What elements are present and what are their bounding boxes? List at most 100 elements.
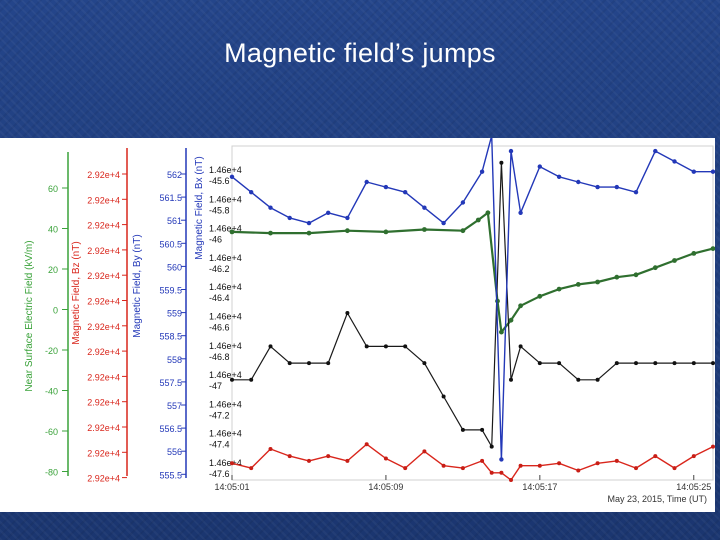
x-tick-label: 14:05:01 xyxy=(214,482,249,492)
efield-tick-label: -60 xyxy=(45,427,58,437)
bx-series-line xyxy=(232,162,713,448)
bx-series-point xyxy=(345,311,350,315)
bx-series-point xyxy=(249,377,254,382)
bx-series-point xyxy=(441,394,446,399)
bz-series-point xyxy=(672,466,677,471)
by-tick-label: 559 xyxy=(167,309,182,319)
x-tick-label: 14:05:09 xyxy=(368,482,403,492)
bz-series-point xyxy=(480,458,485,463)
bz-series-point xyxy=(711,444,715,449)
by-tick-label: 561.5 xyxy=(159,193,182,203)
bz-series-point xyxy=(653,454,658,459)
bz-series-point xyxy=(460,466,465,471)
bz-series-point xyxy=(595,461,600,466)
efield-series-point xyxy=(475,217,481,223)
bz-series-point xyxy=(307,458,311,463)
efield-series-point xyxy=(575,282,581,287)
efield-series-point xyxy=(306,230,312,236)
chart-panel: 60 40 20 0 -20 -40 -60 -80 Near Surface Electric… xyxy=(0,138,715,512)
bz-series-point xyxy=(364,442,369,447)
bz-series-point xyxy=(441,463,446,468)
bz-series-point xyxy=(403,466,408,471)
efield-series-line xyxy=(231,211,714,334)
by-series-point xyxy=(556,174,562,179)
bx-series-point xyxy=(691,361,696,366)
by-series-point xyxy=(306,220,312,226)
bz-series-point xyxy=(268,447,273,451)
bz-axis-label: Magnetic Field, Bz (nT) xyxy=(71,241,82,344)
bx-series-point xyxy=(422,361,427,366)
bz-series-point xyxy=(499,470,504,475)
by-tick-label: 556.5 xyxy=(159,424,182,434)
bx-series-point xyxy=(509,377,513,382)
efield-tick-label: -80 xyxy=(45,468,58,478)
bz-series-point xyxy=(230,461,234,466)
bx-series-point xyxy=(576,377,581,382)
efield-tick-label: -40 xyxy=(45,387,58,397)
efield-series-point xyxy=(495,298,500,304)
bx-tick-label: 1.46e+4 -47.2 xyxy=(209,399,242,420)
efield-series-point xyxy=(345,228,350,234)
efield-series-point xyxy=(422,227,427,232)
bx-series-point xyxy=(460,427,465,432)
bz-series-line xyxy=(231,443,714,481)
bz-tick-label: 2.92e+4 xyxy=(87,448,120,458)
bx-series-point xyxy=(287,361,292,366)
bz-series-point xyxy=(326,454,331,459)
bz-series-point xyxy=(614,458,619,463)
by-series-point xyxy=(460,200,466,205)
by-series-point xyxy=(672,159,677,164)
bx-series-point xyxy=(614,361,619,366)
bx-series-point xyxy=(557,361,562,366)
by-series-point xyxy=(710,169,715,174)
by-series-point xyxy=(287,215,292,221)
bz-tick-label: 2.92e+4 xyxy=(87,221,120,231)
bx-series-point xyxy=(711,361,715,366)
bx-series-point xyxy=(268,344,273,349)
x-tick-label: 14:05:17 xyxy=(522,482,557,492)
efield-series-point xyxy=(556,286,562,292)
efield-series-point xyxy=(268,230,273,236)
bx-series-point xyxy=(499,160,504,165)
bz-series-point xyxy=(489,470,494,475)
by-series-point xyxy=(691,169,696,174)
bx-series-point xyxy=(307,361,311,366)
bx-series-point xyxy=(480,427,485,432)
bx-series-point xyxy=(383,344,388,349)
by-series-point xyxy=(403,190,408,195)
bz-tick-label: 2.92e+4 xyxy=(87,347,120,357)
bz-tick-label: 2.92e+4 xyxy=(87,322,120,332)
bx-series-point xyxy=(403,344,408,349)
efield-series-point xyxy=(518,303,523,309)
by-tick-label: 559.5 xyxy=(159,286,182,296)
bx-tick-label: 1.46e+4 -47.4 xyxy=(209,429,242,450)
by-tick-label: 558 xyxy=(167,355,182,365)
bz-tick-label: 2.92e+4 xyxy=(87,372,120,382)
magnetic-field-chart: 60 40 20 0 -20 -40 -60 -80 Near Surface Electric… xyxy=(24,138,715,504)
by-series-point xyxy=(326,210,331,215)
bx-series-point xyxy=(537,361,542,366)
by-series-point xyxy=(614,184,619,190)
bx-series-point xyxy=(653,361,658,366)
bx-tick-label: 1.46e+4 -45.8 xyxy=(209,194,242,215)
by-tick-label: 561 xyxy=(167,216,182,226)
bx-tick-label: 1.46e+4 -47 xyxy=(209,370,242,391)
bx-tick-label: 1.46e+4 -46 xyxy=(209,224,242,245)
x-tick-label: 14:05:25 xyxy=(676,482,711,492)
bx-series-point xyxy=(230,377,234,382)
efield-series-point xyxy=(652,265,658,271)
by-tick-label: 556 xyxy=(167,447,182,457)
efield-series-point xyxy=(537,293,543,299)
efield-tick-label: 20 xyxy=(48,265,58,275)
bz-series-point xyxy=(422,449,427,454)
efield-tick-label: 0 xyxy=(53,306,58,316)
bz-tick-label: 2.92e+4 xyxy=(87,246,120,256)
by-series-point xyxy=(441,220,446,226)
by-tick-label: 557.5 xyxy=(159,378,182,388)
bx-series-point xyxy=(364,344,369,349)
by-series-point xyxy=(345,215,350,221)
by-tick-label: 560 xyxy=(167,262,182,272)
by-series-point xyxy=(595,184,600,190)
by-series-line xyxy=(231,138,713,461)
by-axis-label: Magnetic Field, By (nT) xyxy=(132,234,143,337)
